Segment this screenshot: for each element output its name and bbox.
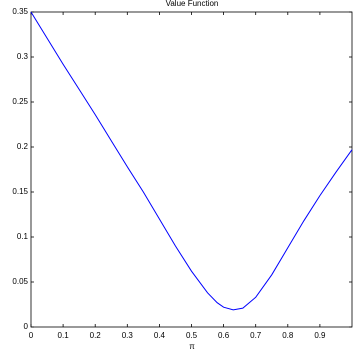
y-tick-label: 0.15	[12, 187, 28, 196]
y-tick-label: 0.3	[17, 52, 29, 61]
chart-title: Value Function	[166, 0, 219, 8]
x-tick-label: 0.4	[154, 331, 166, 340]
x-tick-label: 0.1	[58, 331, 70, 340]
x-tick-label: 0.8	[282, 331, 294, 340]
x-tick-label: 0.3	[122, 331, 134, 340]
x-tick-label: 0.6	[218, 331, 230, 340]
x-tick-label: 0.2	[90, 331, 102, 340]
x-axis-label: π	[189, 342, 195, 351]
x-tick-label: 0.5	[186, 331, 198, 340]
y-tick-label: 0.05	[12, 277, 28, 286]
x-tick-label: 0	[29, 331, 34, 340]
y-tick-label: 0.25	[12, 97, 28, 106]
y-tick-label: 0.2	[17, 142, 29, 151]
y-tick-label: 0.35	[12, 7, 28, 16]
line-series	[30, 11, 353, 311]
y-tick-label: 0.1	[17, 232, 29, 241]
x-tick-label: 0.7	[250, 331, 262, 340]
y-tick-label: 0	[24, 322, 29, 331]
x-tick-label: 0.9	[314, 331, 326, 340]
plot-frame	[30, 11, 353, 328]
